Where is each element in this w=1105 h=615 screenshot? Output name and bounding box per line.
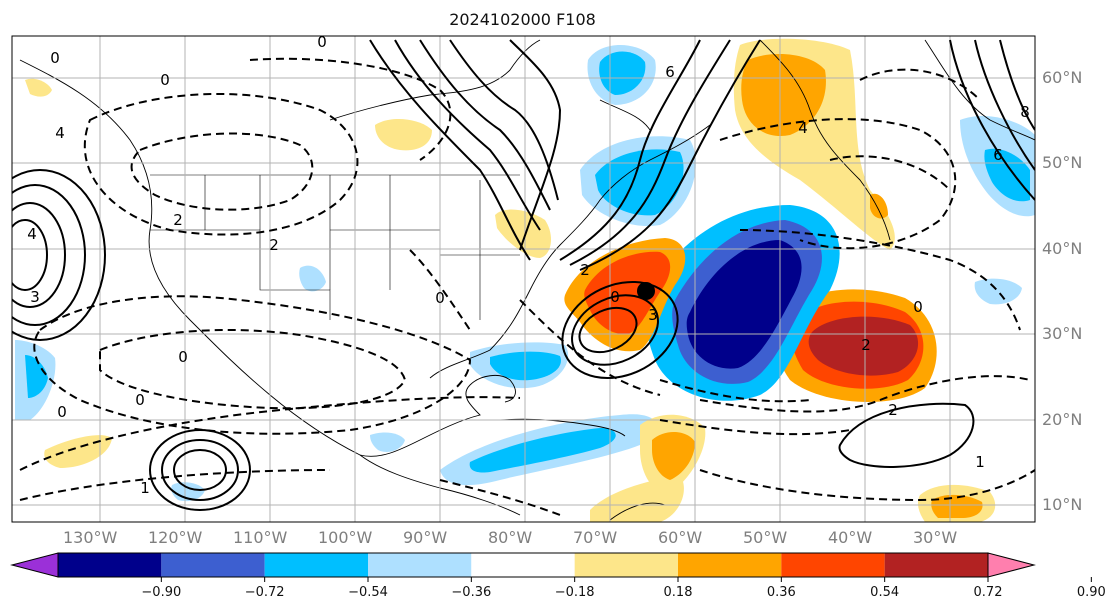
contour-label: 2 [269, 236, 279, 254]
colorbar-swatch [471, 553, 575, 577]
contour-label: 0 [135, 391, 145, 409]
colorbar-tick-label: 0.36 [766, 585, 796, 600]
contour-label: 8 [1020, 103, 1030, 121]
contour-label: 2 [888, 401, 898, 419]
longitude-label: 120°W [148, 528, 203, 547]
contour-label: 0 [913, 298, 923, 316]
longitude-label: 30°W [913, 528, 958, 547]
latitude-label: 10°N [1042, 495, 1083, 514]
colorbar-tick-label: 0.18 [663, 585, 693, 600]
longitude-label: 70°W [573, 528, 618, 547]
colorbar-swatch [58, 553, 162, 577]
contour-label: 3 [648, 306, 658, 324]
longitude-label: 60°W [658, 528, 703, 547]
contour-label: 1 [140, 479, 150, 497]
colorbar [10, 552, 1092, 582]
colorbar-tick-label: −0.54 [348, 585, 388, 600]
colorbar-extend-max [987, 552, 1036, 578]
colorbar-swatch [368, 553, 472, 577]
contour-label: 4 [55, 124, 65, 142]
colorbar-tick-label: −0.72 [244, 585, 285, 600]
colorbar-tick-label: −0.18 [554, 585, 595, 600]
contour-label: 0 [50, 49, 60, 67]
contour-label: 2 [173, 211, 183, 229]
colorbar-tick-label: −0.90 [141, 585, 182, 600]
latitude-label: 60°N [1042, 68, 1083, 87]
contour-label: 0 [57, 403, 67, 421]
contour-label: 1 [975, 453, 985, 471]
longitude-label: 100°W [318, 528, 373, 547]
colorbar-swatch [264, 553, 368, 577]
latitude-label: 20°N [1042, 410, 1083, 429]
colorbar-swatch [678, 553, 782, 577]
map-title: 2024102000 F108 [449, 10, 596, 29]
latitude-label: 30°N [1042, 324, 1083, 343]
longitude-label: 110°W [233, 528, 288, 547]
contour-label: 0 [610, 288, 620, 306]
map-border [11, 35, 1036, 523]
colorbar-swatch [574, 553, 678, 577]
contour-label: 0 [317, 33, 327, 51]
longitude-label: 90°W [403, 528, 448, 547]
colorbar-swatch [781, 553, 885, 577]
contour-labels: 0 0 0 0 0 0 0 0 0 1 1 2 2 2 2 2 3 3 4 4 4 6 6 8 [27, 33, 1030, 497]
colorbar-outline [57, 552, 989, 578]
storm-center-dot [637, 282, 655, 300]
contour-label: 0 [435, 289, 445, 307]
longitude-label: 130°W [63, 528, 118, 547]
colorbar-extend-min [10, 552, 59, 578]
contour-label: 3 [30, 288, 40, 306]
contour-label: 4 [27, 225, 37, 243]
dashed-contours [19, 57, 1035, 516]
contour-label: 4 [798, 119, 808, 137]
longitude-label: 80°W [488, 528, 533, 547]
latitude-label: 50°N [1042, 153, 1083, 172]
solid-contours [12, 39, 1035, 511]
colorbar-tick-label: 0.90 [1076, 585, 1105, 600]
contour-label: 0 [160, 71, 170, 89]
colorbar-tick-label: −0.36 [451, 585, 492, 600]
longitude-label: 40°W [828, 528, 873, 547]
contour-label: 0 [178, 348, 188, 366]
colorbar-tick-label: 0.54 [870, 585, 900, 600]
contour-label: 2 [861, 336, 871, 354]
colorbar-swatch [161, 553, 265, 577]
contour-label: 2 [580, 261, 590, 279]
contour-label: 6 [993, 146, 1003, 164]
longitude-label: 50°W [743, 528, 788, 547]
colorbar-tick-label: 0.72 [973, 585, 1003, 600]
latitude-label: 40°N [1042, 239, 1083, 258]
gridlines [12, 36, 1035, 522]
contour-label: 6 [665, 63, 675, 81]
colorbar-swatch [884, 553, 988, 577]
